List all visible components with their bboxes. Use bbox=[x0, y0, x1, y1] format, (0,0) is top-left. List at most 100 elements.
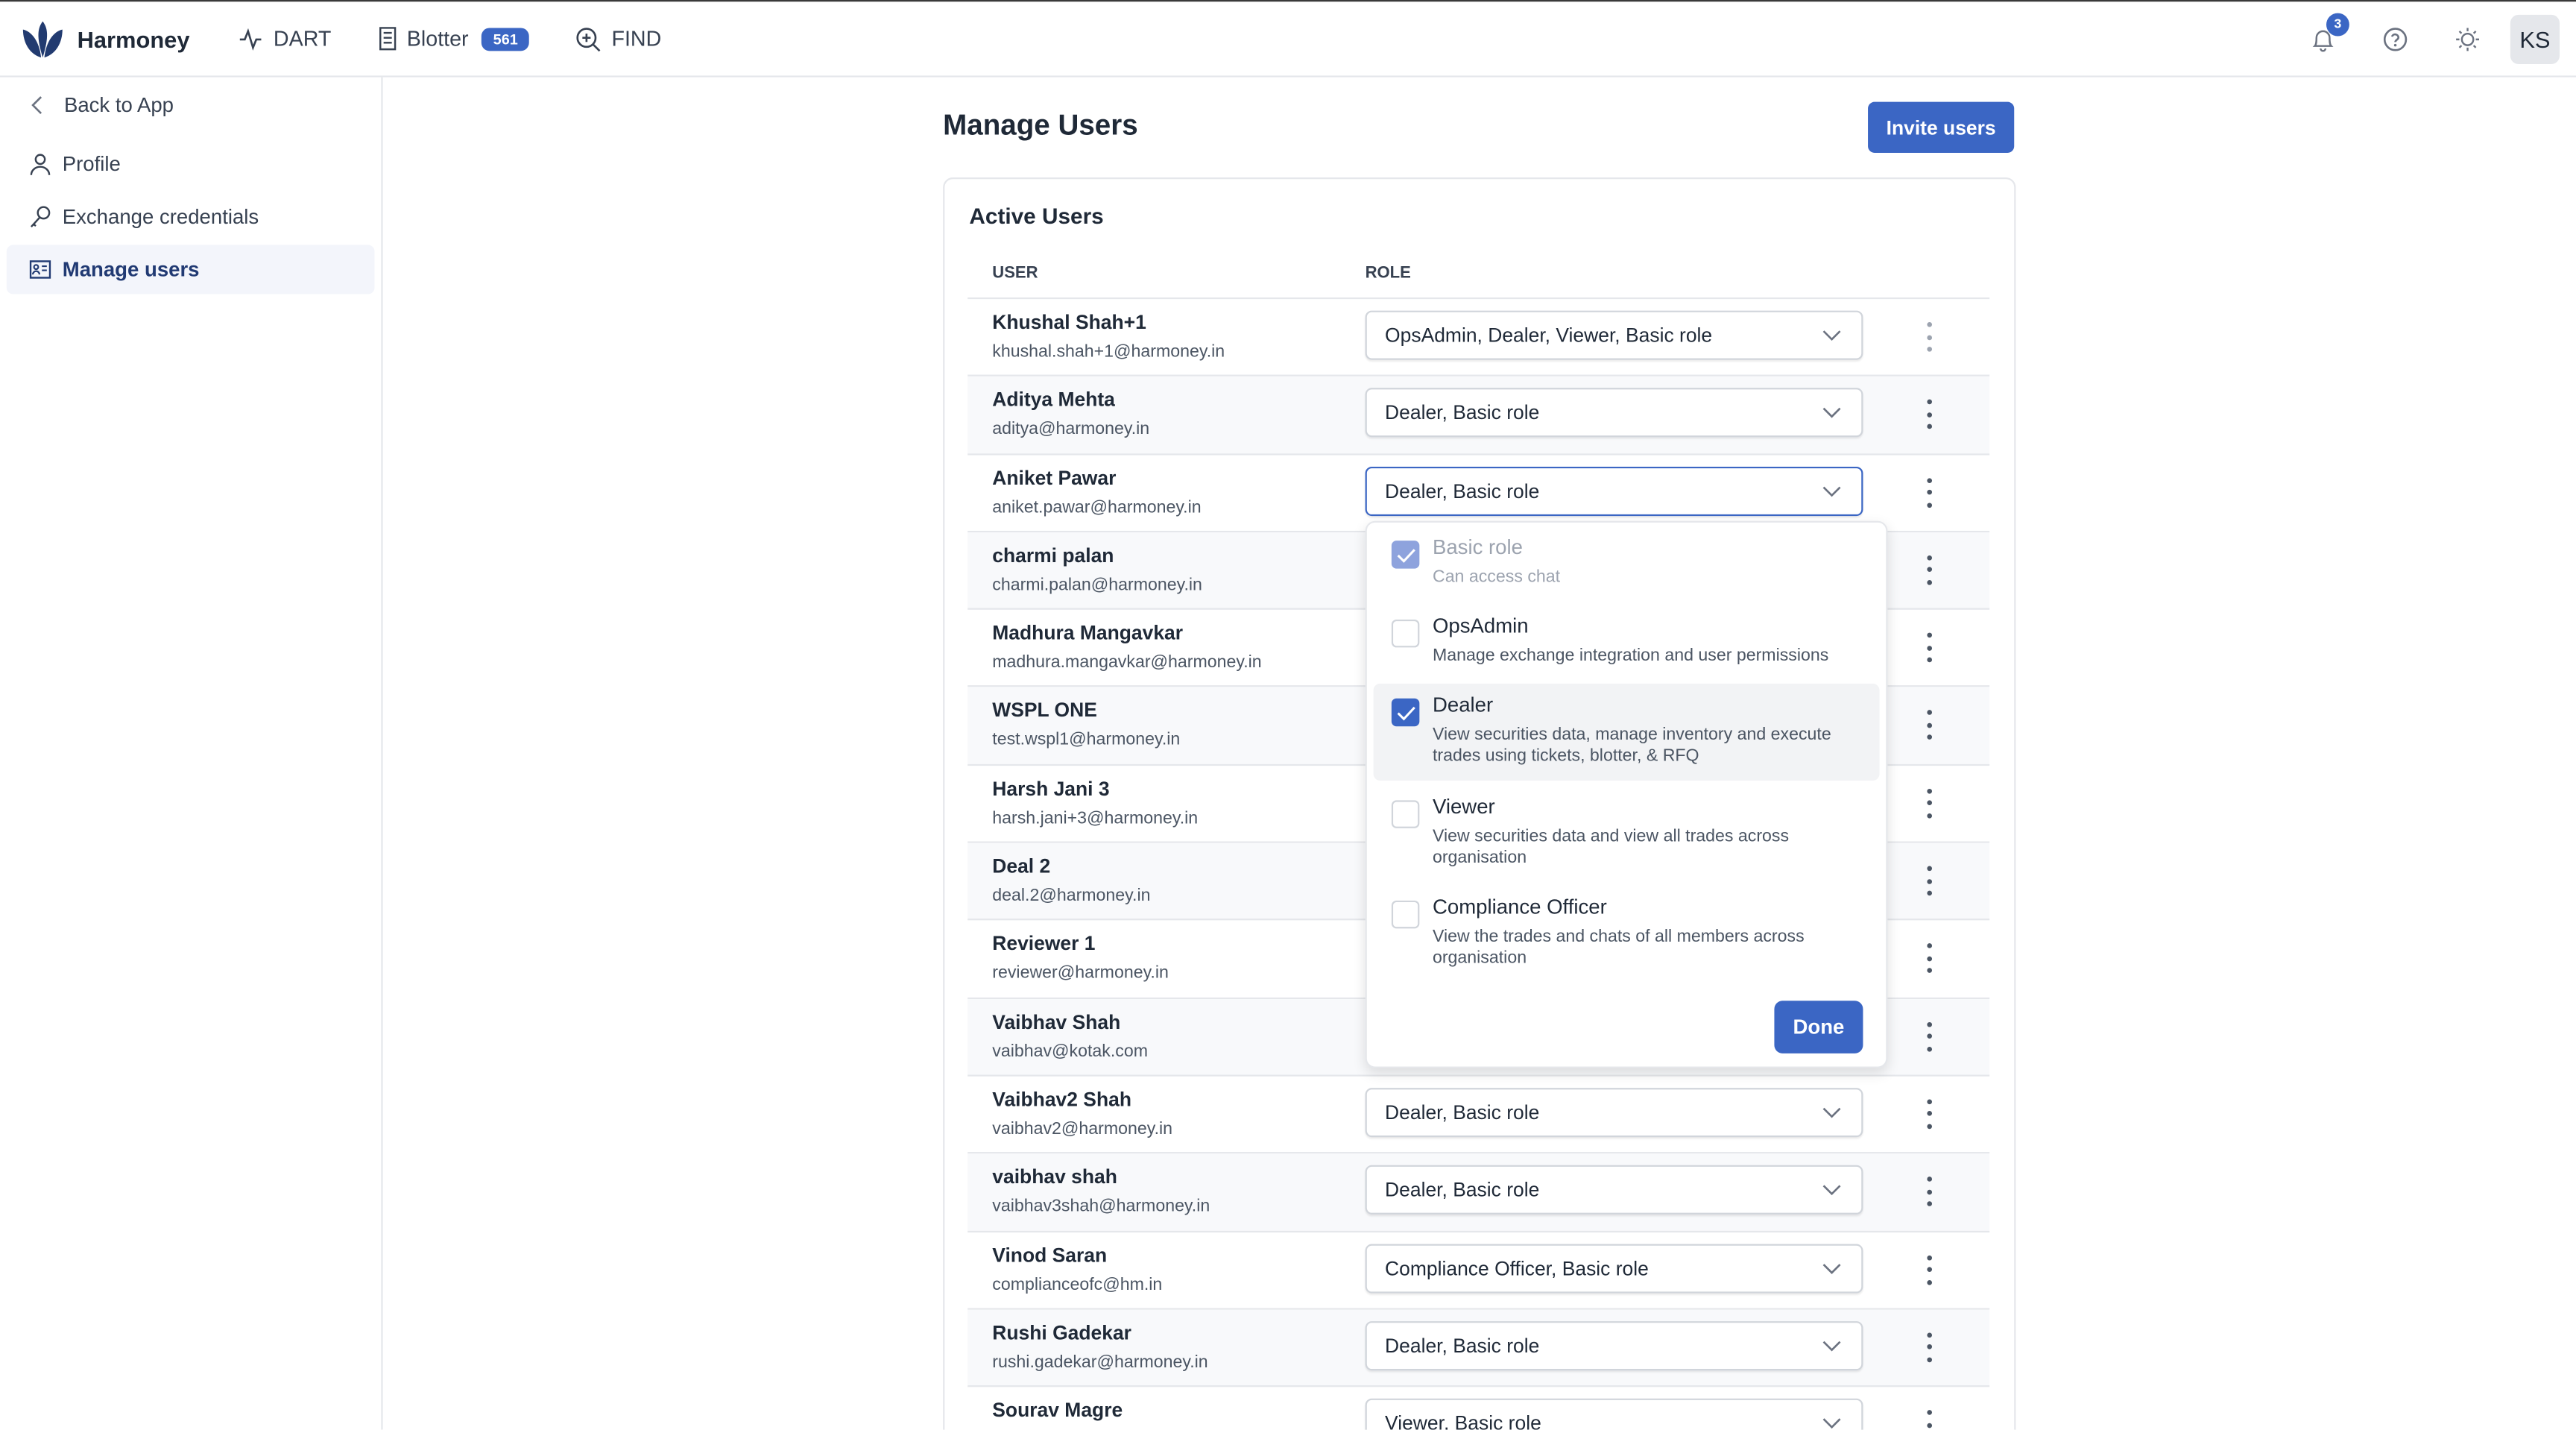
role-option: Basic role Can access chat bbox=[1374, 536, 1880, 613]
kebab-dot bbox=[1926, 579, 1931, 585]
user-email: aniket.pawar@harmoney.in bbox=[992, 497, 1202, 517]
role-checkbox[interactable] bbox=[1391, 800, 1420, 828]
back-to-app-label: Back to App bbox=[63, 93, 174, 117]
kebab-dot bbox=[1926, 943, 1931, 949]
kebab-dot bbox=[1926, 477, 1931, 483]
bell-icon bbox=[2312, 29, 2334, 51]
role-checkbox[interactable] bbox=[1391, 698, 1420, 727]
role-select[interactable]: Dealer, Basic role bbox=[1365, 466, 1863, 516]
role-select[interactable]: Dealer, Basic role bbox=[1365, 1165, 1863, 1215]
kebab-dot bbox=[1926, 1410, 1931, 1416]
sidebar-item-label: Manage users bbox=[62, 258, 200, 281]
role-dropdown-menu: Done Basic role Can access chat OpsAdmin… bbox=[1365, 520, 1888, 1068]
role-select-value: Dealer, Basic role bbox=[1385, 1334, 1540, 1358]
role-checkbox[interactable] bbox=[1391, 900, 1420, 929]
row-actions-button[interactable] bbox=[1921, 1021, 1937, 1051]
user-name: Deal 2 bbox=[992, 854, 1051, 878]
row-actions-button[interactable] bbox=[1921, 1254, 1937, 1285]
chevron-left-icon bbox=[31, 96, 42, 115]
role-option[interactable]: Viewer View securities data and view all… bbox=[1374, 796, 1880, 872]
table-row: Vaibhav2 Shah vaibhav2@harmoney.in Dealer,… bbox=[967, 1077, 1990, 1154]
help-circle-icon bbox=[2383, 27, 2408, 51]
notifications-button[interactable]: 3 bbox=[2287, 12, 2359, 51]
kebab-dot bbox=[1926, 1344, 1931, 1350]
key-icon bbox=[30, 206, 51, 227]
kebab-dot bbox=[1926, 1099, 1931, 1105]
kebab-dot bbox=[1926, 801, 1931, 806]
row-actions-button[interactable] bbox=[1921, 632, 1937, 663]
theme-toggle-button[interactable] bbox=[2431, 25, 2504, 51]
help-button[interactable] bbox=[2359, 25, 2431, 51]
chevron-down-icon bbox=[1822, 1185, 1841, 1196]
role-select[interactable]: OpsAdmin, Dealer, Viewer, Basic role bbox=[1365, 310, 1863, 360]
row-actions-button[interactable] bbox=[1921, 1177, 1937, 1207]
user-avatar[interactable]: KS bbox=[2510, 13, 2560, 63]
sidebar-item-manage-users[interactable]: Manage users bbox=[6, 245, 375, 294]
role-option[interactable]: Compliance Officer View the trades and c… bbox=[1374, 895, 1880, 973]
sidebar-item-label: Profile bbox=[62, 152, 121, 176]
user-email: rushi.gadekar@harmoney.in bbox=[992, 1352, 1208, 1373]
role-select-value: Dealer, Basic role bbox=[1385, 1100, 1540, 1124]
role-checkbox[interactable] bbox=[1391, 619, 1420, 648]
kebab-dot bbox=[1926, 968, 1931, 974]
table-row: Khushal Shah+1 khushal.shah+1@harmoney.in… bbox=[967, 299, 1990, 377]
brand-logo[interactable]: Harmoney bbox=[22, 20, 190, 57]
table-row: Rushi Gadekar rushi.gadekar@harmoney.in De… bbox=[967, 1309, 1990, 1388]
kebab-dot bbox=[1926, 1279, 1931, 1285]
user-name: Vaibhav Shah bbox=[992, 1009, 1121, 1033]
user-icon bbox=[30, 154, 51, 175]
nav-dart[interactable]: DART bbox=[239, 26, 331, 51]
sidebar-item-profile[interactable]: Profile bbox=[7, 139, 375, 189]
user-email: khushal.shah+1@harmoney.in bbox=[992, 341, 1225, 362]
role-select-value: Compliance Officer, Basic role bbox=[1385, 1256, 1649, 1280]
row-actions-button[interactable] bbox=[1921, 943, 1937, 974]
nav-find[interactable]: FIND bbox=[575, 25, 661, 51]
notification-count-badge: 3 bbox=[2326, 12, 2349, 36]
kebab-dot bbox=[1926, 1124, 1931, 1130]
row-actions-button[interactable] bbox=[1921, 711, 1937, 740]
row-actions-button[interactable] bbox=[1921, 400, 1937, 429]
kebab-dot bbox=[1926, 400, 1931, 405]
back-to-app-link[interactable]: Back to App bbox=[7, 81, 375, 130]
header-actions: 3 KS bbox=[2287, 1, 2560, 75]
kebab-dot bbox=[1926, 424, 1931, 429]
role-option[interactable]: OpsAdmin Manage exchange integration and… bbox=[1374, 614, 1880, 692]
kebab-dot bbox=[1926, 567, 1931, 573]
row-actions-button[interactable] bbox=[1921, 555, 1937, 585]
page-title: Manage Users bbox=[943, 108, 1138, 142]
role-select[interactable]: Viewer, Basic role bbox=[1365, 1399, 1863, 1430]
kebab-dot bbox=[1926, 1021, 1931, 1027]
kebab-dot bbox=[1926, 1112, 1931, 1117]
kebab-dot bbox=[1926, 347, 1931, 352]
sidebar: Back to App Profile Exchange credentials… bbox=[0, 77, 383, 1430]
role-select[interactable]: Compliance Officer, Basic role bbox=[1365, 1243, 1863, 1293]
row-actions-button[interactable] bbox=[1921, 477, 1937, 508]
user-email: reviewer@harmoney.in bbox=[992, 963, 1169, 983]
row-actions-button[interactable] bbox=[1921, 1332, 1937, 1362]
user-email: vaibhav2@harmoney.in bbox=[992, 1118, 1173, 1139]
invite-users-button[interactable]: Invite users bbox=[1868, 101, 2015, 153]
kebab-dot bbox=[1926, 813, 1931, 819]
kebab-dot bbox=[1926, 322, 1931, 327]
row-actions-button[interactable] bbox=[1921, 1410, 1937, 1429]
nav-blotter[interactable]: Blotter 561 bbox=[377, 26, 530, 51]
user-name: vaibhav shah bbox=[992, 1165, 1117, 1189]
role-select[interactable]: Dealer, Basic role bbox=[1365, 1088, 1863, 1138]
role-select[interactable]: Dealer, Basic role bbox=[1365, 1320, 1863, 1370]
sidebar-item-exchange-credentials[interactable]: Exchange credentials bbox=[7, 192, 375, 242]
blotter-count-badge: 561 bbox=[482, 27, 530, 51]
role-option[interactable]: Dealer View securities data, manage inve… bbox=[1373, 683, 1880, 781]
done-button[interactable]: Done bbox=[1774, 1001, 1863, 1053]
user-name: Khushal Shah+1 bbox=[992, 310, 1146, 334]
user-email: charmi.palan@harmoney.in bbox=[992, 575, 1202, 595]
zoom-in-icon bbox=[576, 27, 601, 51]
lotus-logo-icon bbox=[22, 20, 63, 57]
row-actions-button[interactable] bbox=[1921, 322, 1937, 352]
column-header-user: USER bbox=[992, 264, 1038, 283]
row-actions-button[interactable] bbox=[1921, 788, 1937, 819]
sun-icon bbox=[2456, 27, 2479, 51]
user-name: WSPL ONE bbox=[992, 699, 1097, 722]
row-actions-button[interactable] bbox=[1921, 866, 1937, 896]
row-actions-button[interactable] bbox=[1921, 1099, 1937, 1130]
role-select[interactable]: Dealer, Basic role bbox=[1365, 388, 1863, 438]
